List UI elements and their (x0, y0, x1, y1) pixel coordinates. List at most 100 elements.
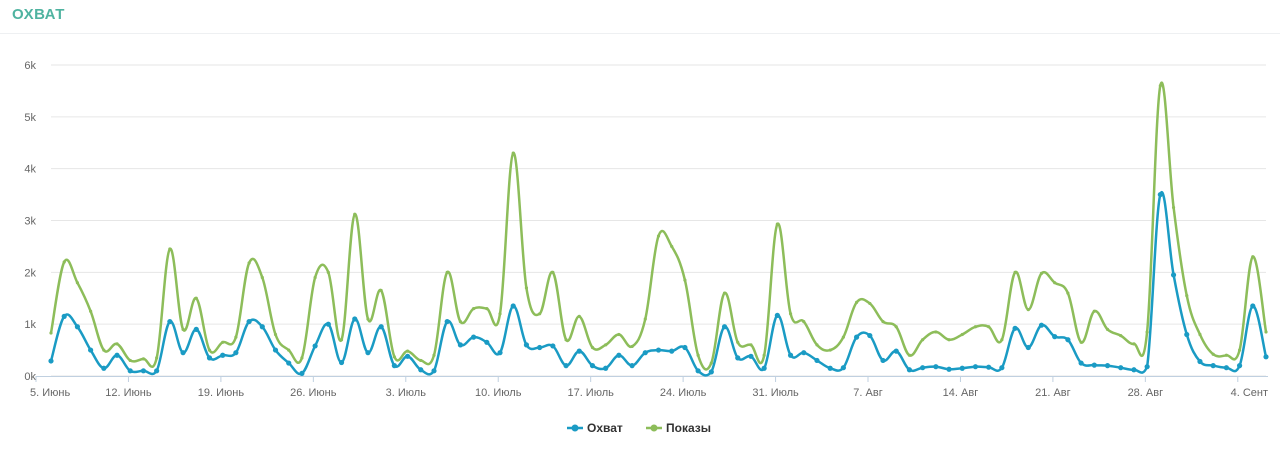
data-point (260, 275, 264, 280)
data-point (128, 358, 132, 363)
data-point (154, 368, 160, 374)
data-point (127, 368, 133, 374)
data-point (840, 365, 846, 371)
data-point (1038, 322, 1045, 328)
data-point (1078, 360, 1084, 366)
legend-item-impressions[interactable]: Показы (646, 421, 711, 435)
data-point (630, 344, 634, 349)
data-point (683, 278, 687, 282)
data-point (286, 360, 292, 366)
chart-title: ОХВАТ (12, 6, 65, 23)
data-point (1185, 294, 1189, 298)
data-point (1105, 327, 1110, 331)
data-point (392, 355, 396, 359)
x-tick-label: 14. Авг (943, 387, 979, 399)
data-point (167, 318, 173, 325)
data-point (603, 365, 609, 371)
x-tick-label: 28. Авг (1128, 387, 1164, 399)
data-point (1264, 330, 1268, 334)
data-point (973, 325, 978, 329)
data-point (1210, 363, 1216, 369)
data-point (352, 316, 358, 322)
data-point (1104, 363, 1111, 369)
x-tick-label: 7. Авг (853, 387, 882, 399)
data-point (62, 260, 66, 264)
data-point (141, 357, 146, 361)
data-point (89, 309, 93, 313)
data-point (325, 321, 331, 327)
x-tick-label: 4. Сент (1231, 387, 1268, 399)
data-point (1184, 331, 1190, 338)
data-point (1171, 205, 1176, 210)
data-point (1250, 303, 1256, 309)
data-point (748, 353, 754, 359)
data-point (642, 350, 648, 356)
data-point (762, 353, 766, 357)
data-point (1211, 352, 1215, 356)
legend-item-reach[interactable]: Охват (567, 421, 623, 435)
legend-label: Охват (587, 421, 623, 435)
data-point (774, 312, 780, 318)
data-point (735, 355, 741, 361)
grid-lines (51, 64, 1266, 377)
data-point (484, 339, 490, 345)
data-point (853, 334, 860, 340)
data-point (1013, 270, 1017, 274)
x-tick-label: 10. Июль (475, 387, 522, 399)
legend[interactable]: Охват Показы (567, 421, 711, 435)
data-point (418, 367, 424, 373)
data-point (485, 307, 489, 311)
data-point (114, 352, 120, 358)
data-point (1144, 364, 1150, 370)
data-point (802, 319, 806, 324)
data-point (550, 343, 556, 349)
y-tick-label: 2k (24, 267, 36, 279)
data-point (1118, 365, 1124, 371)
data-point (655, 347, 662, 353)
data-point (1053, 281, 1057, 285)
data-point (1236, 363, 1243, 369)
data-point (907, 353, 912, 357)
data-point (524, 286, 529, 290)
data-point (1263, 354, 1269, 360)
data-point (523, 342, 530, 348)
data-point (722, 291, 727, 295)
data-point (353, 212, 357, 216)
data-point (616, 352, 622, 358)
data-point (234, 335, 238, 339)
data-point (193, 326, 199, 332)
data-point (537, 344, 543, 351)
data-point (986, 364, 992, 370)
x-tick-label: 19. Июнь (198, 387, 245, 399)
x-tick-label: 5. Июнь (30, 387, 70, 399)
data-point (391, 363, 397, 369)
data-point (1237, 348, 1242, 352)
data-point (736, 340, 740, 344)
data-point (881, 319, 885, 324)
data-point (617, 332, 621, 337)
data-point (577, 314, 581, 318)
data-point (1197, 358, 1203, 365)
data-point (101, 365, 107, 371)
data-point (246, 318, 252, 325)
data-point (300, 356, 304, 360)
data-point (181, 327, 185, 331)
data-point (48, 358, 54, 364)
data-point (947, 338, 951, 342)
data-point (1026, 308, 1030, 312)
data-point (894, 325, 898, 329)
x-tick-label: 24. Июль (660, 387, 707, 399)
data-point (960, 332, 964, 337)
data-point (721, 324, 728, 330)
data-point (987, 325, 991, 329)
data-point (299, 370, 305, 377)
data-point (972, 364, 979, 370)
data-point (656, 234, 661, 238)
series-line (49, 81, 1268, 371)
data-point (708, 369, 714, 375)
data-point (206, 355, 213, 361)
data-point (287, 348, 291, 352)
data-point (75, 281, 80, 285)
data-point (775, 222, 779, 226)
